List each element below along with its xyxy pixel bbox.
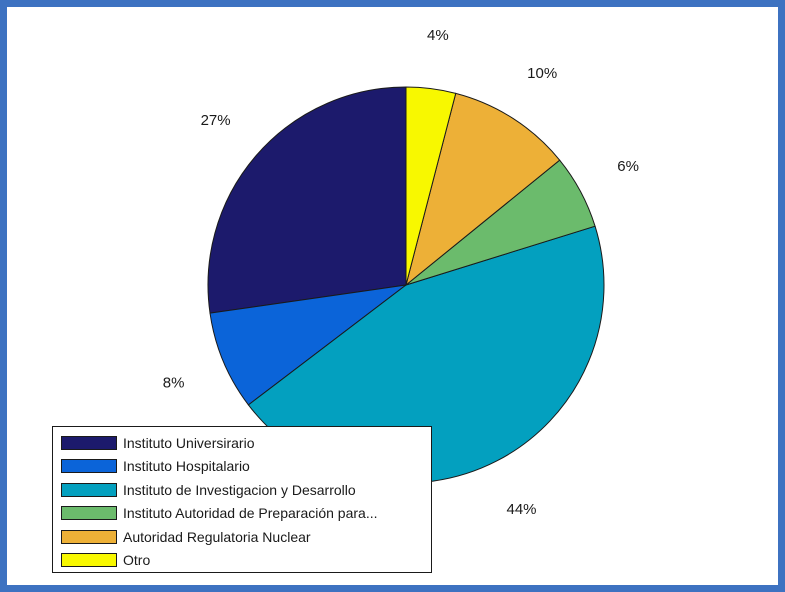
legend-label: Instituto Hospitalario bbox=[123, 458, 250, 475]
legend-swatch bbox=[61, 553, 117, 568]
legend-item-otro: Otro bbox=[61, 549, 431, 573]
pie-percent-label: 27% bbox=[201, 112, 231, 129]
legend-label: Instituto Autoridad de Preparación para.… bbox=[123, 505, 378, 522]
pie-percent-label: 10% bbox=[527, 65, 557, 82]
legend-swatch bbox=[61, 482, 117, 497]
pie-percent-label: 4% bbox=[427, 27, 449, 44]
pie-slice-2 bbox=[209, 284, 408, 406]
legend-swatch bbox=[61, 435, 117, 450]
legend-item-autoridad-preparacion: Instituto Autoridad de Preparación para.… bbox=[61, 502, 431, 526]
pie-slice-6 bbox=[405, 86, 457, 286]
legend-label: Instituto Universirario bbox=[123, 434, 255, 451]
legend-item-instituto-universirario: Instituto Universirario bbox=[61, 431, 431, 455]
legend-label: Instituto de Investigacion y Desarrollo bbox=[123, 481, 356, 498]
legend-swatch bbox=[61, 506, 117, 521]
legend-label: Otro bbox=[123, 552, 151, 569]
pie-percent-label: 8% bbox=[163, 374, 185, 391]
legend-item-investigacion-desarrollo: Instituto de Investigacion y Desarrollo bbox=[61, 478, 431, 502]
pie-percent-label: 6% bbox=[617, 158, 639, 175]
pie-slice-5 bbox=[405, 92, 561, 287]
legend-swatch bbox=[61, 529, 117, 544]
legend-label: Autoridad Regulatoria Nuclear bbox=[123, 528, 311, 545]
pie-slice-1 bbox=[207, 86, 407, 314]
legend-item-autoridad-regulatoria: Autoridad Regulatoria Nuclear bbox=[61, 525, 431, 549]
legend: Instituto Universirario Instituto Hospit… bbox=[52, 426, 432, 573]
legend-swatch bbox=[61, 459, 117, 474]
legend-item-instituto-hospitalario: Instituto Hospitalario bbox=[61, 455, 431, 479]
pie-percent-label: 44% bbox=[506, 501, 536, 518]
